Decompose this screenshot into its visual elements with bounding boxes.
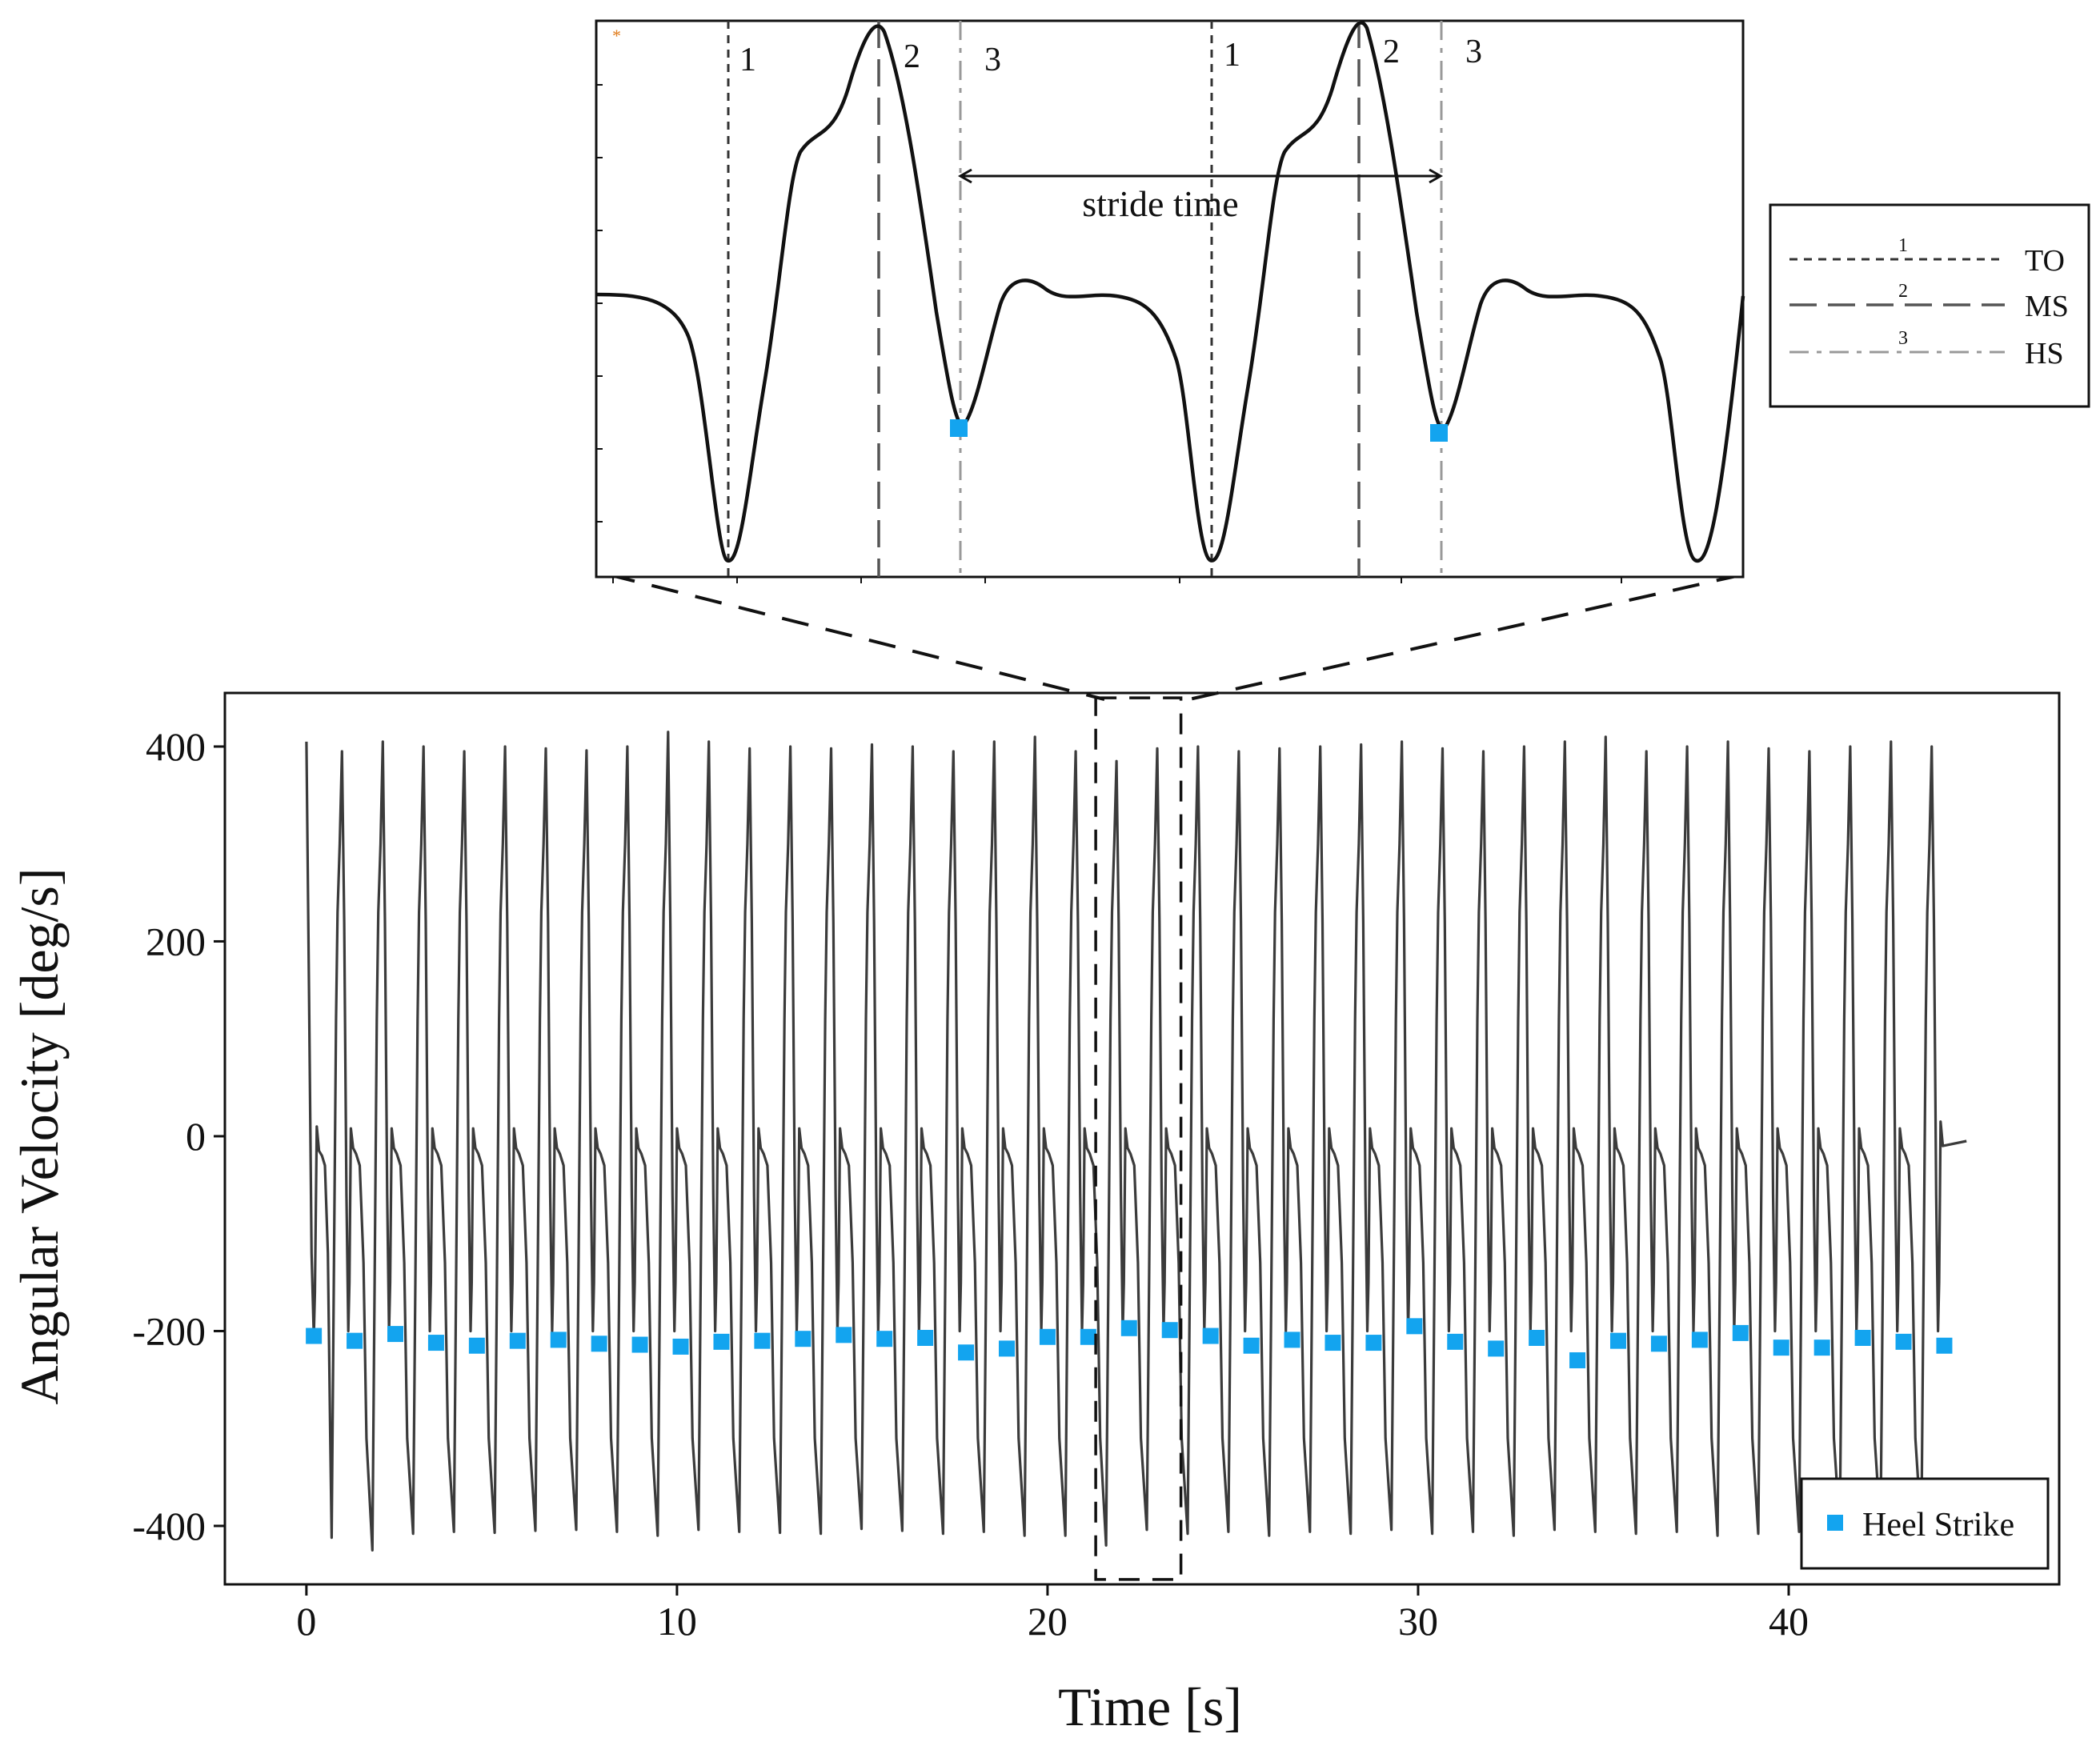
inset-plot-frame xyxy=(595,19,1745,579)
heel-strike-marker xyxy=(1569,1352,1586,1368)
heel-strike-legend-label: Heel Strike xyxy=(1862,1507,2014,1544)
zoom-window-box xyxy=(1094,696,1183,1581)
angular-velocity-line xyxy=(305,731,1967,1552)
x-tick-label: 20 xyxy=(1028,1599,1068,1644)
zoom-connector-lines xyxy=(607,573,1744,701)
heel-strike-marker xyxy=(958,1344,975,1361)
heel-strike-marker xyxy=(347,1332,363,1349)
heel-strike-marker xyxy=(1120,1320,1137,1336)
heel-strike-marker xyxy=(1609,1332,1626,1349)
y-tick-label: -200 xyxy=(132,1308,206,1353)
y-tick-label: 400 xyxy=(146,724,206,769)
heel-strike-marker xyxy=(795,1331,812,1348)
event-legend: 1 TO 2 MS 3 HS xyxy=(1769,203,2090,408)
heel-strike-marker xyxy=(1161,1322,1178,1339)
heel-strike-marker xyxy=(998,1340,1015,1357)
legend-ms-number: 2 xyxy=(1898,281,1908,302)
y-tick-label: 0 xyxy=(186,1114,206,1159)
heel-strike-marker xyxy=(1529,1329,1545,1346)
heel-strike-marker xyxy=(1732,1324,1749,1341)
inset-heel-strike-marker-2 xyxy=(1430,424,1448,442)
heel-strike-marker xyxy=(591,1336,607,1352)
heel-strike-marker xyxy=(754,1332,771,1349)
legend-hs-number: 3 xyxy=(1898,328,1908,349)
x-tick-label: 0 xyxy=(296,1599,316,1644)
heel-strike-marker xyxy=(1039,1328,1056,1345)
main-x-ticks: 0 10 20 30 40 xyxy=(296,1584,1809,1644)
legend-ms-label: MS xyxy=(2025,290,2069,323)
heel-strike-marker xyxy=(509,1332,526,1349)
y-axis-title: Angular Velocity [deg/s] xyxy=(9,867,70,1404)
y-tick-label: 200 xyxy=(146,919,206,963)
heel-strike-marker xyxy=(917,1329,934,1346)
heel-strike-marker xyxy=(1936,1337,1953,1354)
inset-angular-velocity-line xyxy=(595,21,1745,563)
heel-strike-marker xyxy=(672,1338,689,1355)
x-tick-label: 10 xyxy=(657,1599,697,1644)
heel-strike-marker xyxy=(1447,1333,1464,1350)
heel-strike-marker xyxy=(427,1335,444,1352)
inset-plot: * 1 2 3 1 2 3 stride time xyxy=(595,19,1745,583)
event-label-hs-2: 3 xyxy=(1465,34,1482,70)
heel-strike-marker xyxy=(1773,1340,1789,1356)
heel-strike-marker xyxy=(306,1328,323,1344)
y-tick-label: -400 xyxy=(132,1504,206,1548)
heel-strike-marker xyxy=(876,1331,893,1348)
heel-strike-marker xyxy=(1365,1335,1382,1352)
x-tick-label: 30 xyxy=(1398,1599,1438,1644)
event-label-hs-1: 3 xyxy=(984,42,1001,78)
legend-to-label: TO xyxy=(2025,244,2065,278)
heel-strike-marker xyxy=(550,1332,567,1348)
x-tick-label: 40 xyxy=(1769,1599,1809,1644)
heel-strike-marker xyxy=(713,1333,730,1350)
event-label-to-2: 1 xyxy=(1224,37,1240,74)
inset-heel-strike-marker-1 xyxy=(950,419,968,437)
heel-strike-marker xyxy=(1854,1329,1871,1346)
heel-strike-marker xyxy=(1691,1332,1708,1348)
heel-strike-marker xyxy=(1080,1328,1096,1345)
heel-strike-marker xyxy=(1813,1340,1830,1356)
stride-time-label: stride time xyxy=(1082,183,1238,224)
heel-strike-marker xyxy=(1650,1336,1667,1352)
heel-strike-marker xyxy=(1243,1337,1260,1354)
heel-strike-markers xyxy=(306,1318,1953,1368)
heel-strike-legend-marker xyxy=(1827,1515,1843,1531)
main-y-ticks: 400 200 0 -200 -400 xyxy=(132,724,225,1548)
heel-strike-marker xyxy=(468,1337,485,1354)
event-label-ms-1: 2 xyxy=(904,38,920,75)
x-axis-title: Time [s] xyxy=(1058,1676,1242,1737)
event-label-to-1: 1 xyxy=(739,42,756,78)
legend-to-number: 1 xyxy=(1898,235,1908,256)
heel-strike-marker xyxy=(1406,1318,1423,1335)
inset-note-marker: * xyxy=(612,26,621,46)
heel-strike-marker xyxy=(1284,1332,1300,1348)
heel-strike-legend: Heel Strike xyxy=(1800,1477,2050,1570)
heel-strike-marker xyxy=(1895,1333,1912,1350)
heel-strike-marker xyxy=(1202,1328,1219,1344)
heel-strike-marker xyxy=(631,1336,648,1353)
stride-time-arrow xyxy=(957,168,1444,184)
gait-event-lines xyxy=(727,21,1443,577)
main-plot: 400 200 0 -200 -400 0 10 20 30 40 Angular Veloci… xyxy=(9,691,2061,1737)
heel-strike-marker xyxy=(1488,1340,1505,1357)
heel-strike-marker xyxy=(387,1326,403,1343)
legend-hs-label: HS xyxy=(2025,337,2064,370)
heel-strike-marker xyxy=(1325,1335,1341,1352)
heel-strike-marker xyxy=(836,1327,852,1344)
event-label-ms-2: 2 xyxy=(1383,34,1400,70)
inset-ticks xyxy=(596,84,1622,583)
